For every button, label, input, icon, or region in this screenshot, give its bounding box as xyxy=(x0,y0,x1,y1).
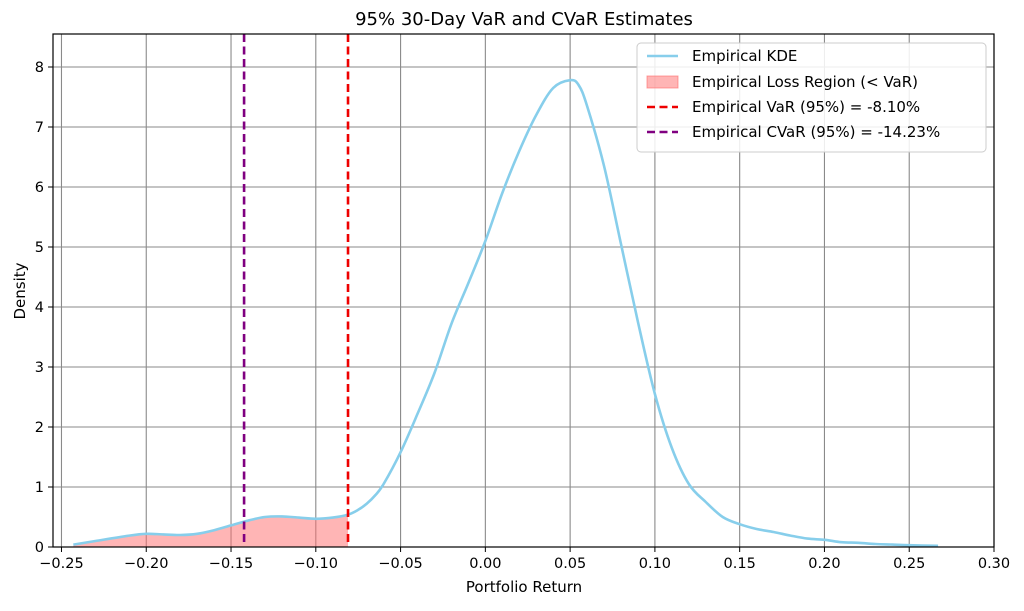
x-tick-label: 0.00 xyxy=(469,556,501,572)
x-tick-label: −0.15 xyxy=(209,556,253,572)
x-tick-label: 0.05 xyxy=(554,556,586,572)
y-axis-label: Density xyxy=(11,262,29,319)
x-tick-label: −0.10 xyxy=(294,556,338,572)
x-axis-ticks: −0.25 −0.20 −0.15 −0.10 −0.05 0.00 0.05 0.10 0.1… xyxy=(39,547,1010,572)
y-tick-label: 8 xyxy=(35,60,44,76)
legend-label: Empirical CVaR (95%) = -14.23% xyxy=(692,123,940,141)
chart-title: 95% 30-Day VaR and CVaR Estimates xyxy=(355,9,693,30)
x-tick-label: −0.20 xyxy=(124,556,168,572)
y-tick-label: 4 xyxy=(35,300,44,316)
x-tick-label: −0.25 xyxy=(39,556,83,572)
y-axis-ticks: 0 1 2 3 4 5 6 7 8 xyxy=(35,60,53,556)
x-tick-label: 0.30 xyxy=(978,556,1010,572)
plot-area xyxy=(73,34,939,548)
legend-handle-loss-region xyxy=(646,75,679,89)
y-tick-label: 7 xyxy=(35,120,44,136)
legend: Empirical KDE Empirical Loss Region (< Va… xyxy=(636,42,987,153)
y-tick-label: 0 xyxy=(35,540,44,556)
loss-region-area xyxy=(73,514,349,547)
legend-box xyxy=(636,42,987,153)
y-tick-label: 6 xyxy=(35,180,44,196)
x-tick-label: 0.25 xyxy=(893,556,925,572)
x-tick-label: 0.10 xyxy=(639,556,671,572)
x-axis-label: Portfolio Return xyxy=(466,578,582,596)
x-tick-label: 0.20 xyxy=(808,556,840,572)
legend-label: Empirical KDE xyxy=(692,47,797,65)
y-tick-label: 5 xyxy=(35,240,44,256)
y-tick-label: 1 xyxy=(35,480,44,496)
x-tick-label: −0.05 xyxy=(378,556,422,572)
x-tick-label: 0.15 xyxy=(724,556,756,572)
legend-label: Empirical Loss Region (< VaR) xyxy=(692,73,918,91)
axes-frame xyxy=(52,33,995,548)
y-tick-label: 2 xyxy=(35,420,44,436)
y-tick-label: 3 xyxy=(35,360,44,376)
legend-label: Empirical VaR (95%) = -8.10% xyxy=(692,98,920,116)
